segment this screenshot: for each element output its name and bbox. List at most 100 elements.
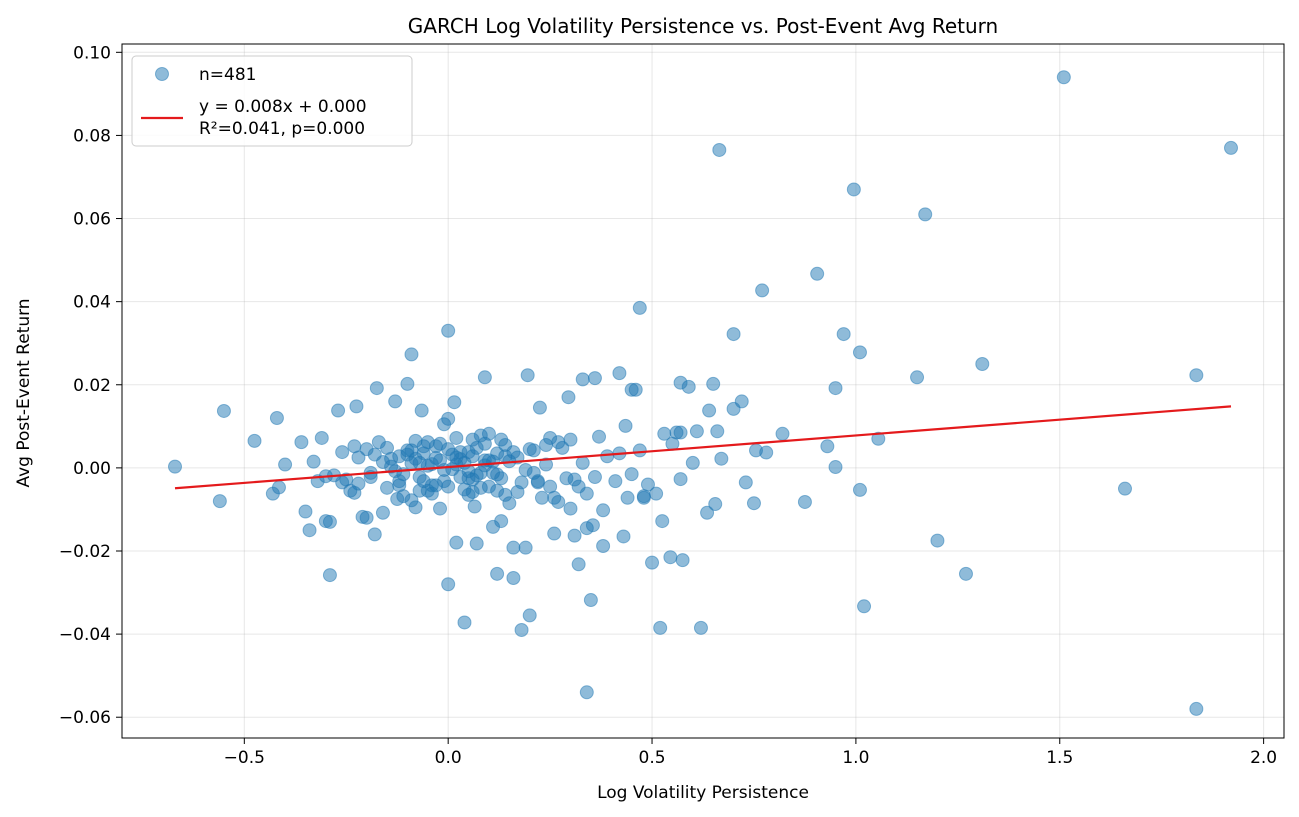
data-point <box>447 395 462 410</box>
data-point <box>530 474 545 489</box>
data-point <box>400 376 415 391</box>
data-point <box>428 478 443 493</box>
data-point <box>539 457 554 472</box>
data-point <box>563 432 578 447</box>
legend-fit-label-line2: R²=0.041, p=0.000 <box>199 119 365 139</box>
data-point <box>712 142 727 157</box>
data-point <box>618 418 633 433</box>
data-point <box>587 371 602 386</box>
data-point <box>414 403 429 418</box>
data-point <box>710 424 725 439</box>
data-point <box>247 433 262 448</box>
data-point <box>571 557 586 572</box>
data-point <box>428 450 443 465</box>
data-point <box>520 368 535 383</box>
data-point <box>596 503 611 518</box>
data-point <box>702 403 717 418</box>
data-point <box>592 429 607 444</box>
data-point <box>600 449 615 464</box>
data-point <box>314 430 329 445</box>
data-point <box>351 476 366 491</box>
data-point <box>404 443 419 458</box>
data-point <box>706 376 721 391</box>
data-point <box>465 432 480 447</box>
legend-fit-label-line1: y = 0.008x + 0.000 <box>199 97 367 117</box>
data-point <box>547 526 562 541</box>
y-tick-label: 0.10 <box>73 43 111 63</box>
legend-scatter-label: n=481 <box>199 65 256 85</box>
data-point <box>857 599 872 614</box>
data-point <box>746 496 761 511</box>
x-tick-label: 1.5 <box>1046 748 1073 768</box>
data-point <box>506 571 521 586</box>
data-point <box>392 449 407 464</box>
legend-scatter-marker <box>155 67 169 81</box>
data-point <box>375 505 390 520</box>
data-point <box>441 323 456 338</box>
data-point <box>547 490 562 505</box>
data-point <box>1189 368 1204 383</box>
data-point <box>689 424 704 439</box>
data-point <box>367 527 382 542</box>
data-point <box>380 480 395 495</box>
data-point <box>700 505 715 520</box>
x-tick-label: 0.0 <box>435 748 462 768</box>
data-point <box>575 455 590 470</box>
data-point <box>461 487 476 502</box>
data-point <box>441 479 456 494</box>
data-point <box>871 431 886 446</box>
data-point <box>298 504 313 519</box>
data-point <box>975 356 990 371</box>
x-tick-label: 1.0 <box>842 748 869 768</box>
x-axis-ticks: −0.5 0.0 0.5 1.0 1.5 2.0 <box>224 738 1277 768</box>
data-point <box>726 327 741 342</box>
data-point <box>486 465 501 480</box>
data-point <box>433 501 448 516</box>
data-point <box>561 390 576 405</box>
data-point <box>355 509 370 524</box>
data-point <box>490 566 505 581</box>
y-tick-label: 0.00 <box>73 459 111 479</box>
data-point <box>579 521 594 536</box>
data-point <box>453 470 468 485</box>
data-point <box>388 394 403 409</box>
data-point <box>612 366 627 381</box>
regression-line <box>174 405 1232 490</box>
data-point <box>559 471 574 486</box>
y-axis-label: Avg Post-Event Return <box>14 298 34 487</box>
data-point <box>810 266 825 281</box>
data-point <box>331 403 346 418</box>
data-point <box>930 533 945 548</box>
data-point <box>269 411 284 426</box>
data-point <box>852 482 867 497</box>
data-point <box>714 451 729 466</box>
data-point <box>437 462 452 477</box>
data-point <box>302 523 317 538</box>
data-point <box>433 436 448 451</box>
data-point <box>749 443 764 458</box>
data-point <box>449 535 464 550</box>
data-point <box>632 443 647 458</box>
data-point <box>510 484 525 499</box>
data-point <box>335 445 350 460</box>
x-tick-label: −0.5 <box>224 748 265 768</box>
data-point <box>490 483 505 498</box>
data-point <box>543 430 558 445</box>
data-point <box>663 550 678 565</box>
y-tick-label: 0.06 <box>73 210 111 230</box>
data-point <box>168 459 183 474</box>
data-point <box>726 401 741 416</box>
data-point <box>294 435 309 450</box>
data-point <box>640 477 655 492</box>
x-tick-label: 0.5 <box>639 748 666 768</box>
data-point <box>567 528 582 543</box>
data-point <box>910 370 925 385</box>
data-point <box>457 615 472 630</box>
data-point <box>1117 481 1132 496</box>
data-point <box>375 455 390 470</box>
data-point <box>608 474 623 489</box>
data-point <box>449 450 464 465</box>
data-point <box>675 553 690 568</box>
data-point <box>278 457 293 472</box>
